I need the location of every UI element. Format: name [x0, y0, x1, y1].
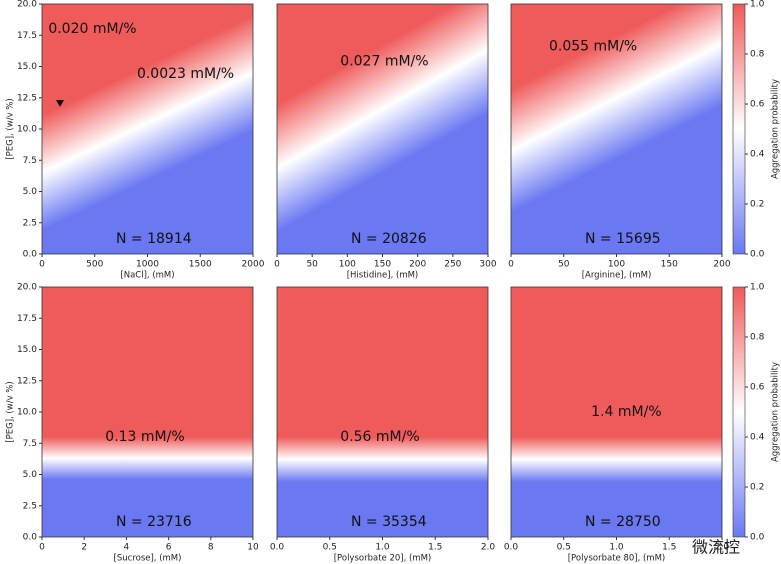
annotation: 0.027 mM/%	[340, 54, 428, 70]
x-tick-label: 1.5	[662, 543, 676, 553]
x-axis-label: [Histidine], (mM)	[347, 271, 419, 281]
x-tick-label: 4	[124, 543, 130, 553]
annotation: 0.055 mM/%	[549, 39, 637, 55]
colorbar	[732, 286, 746, 538]
y-tick-label: 0.0	[23, 250, 38, 260]
x-axis-label: [Sucrose], (mM)	[114, 554, 182, 564]
annotation: 0.0023 mM/%	[137, 66, 234, 82]
x-tick-label: 0.5	[557, 543, 571, 553]
heatmap	[277, 4, 488, 254]
x-tick-label: 50	[306, 260, 318, 270]
x-tick-label: 6	[166, 543, 172, 553]
colorbar-tick-label: 1.0	[750, 283, 765, 293]
y-tick-label: 5.0	[23, 187, 38, 197]
colorbar-tick-label: 0.2	[750, 200, 764, 210]
x-tick-label: 2.0	[481, 543, 496, 553]
y-tick-label: 15.0	[17, 345, 37, 355]
y-tick-label: 0.0	[23, 533, 38, 543]
heatmap	[42, 4, 253, 254]
colorbar	[732, 3, 746, 255]
x-tick-label: 2.0	[715, 543, 730, 553]
colorbar-tick-label: 0.8	[750, 333, 765, 343]
x-tick-label: 100	[608, 260, 625, 270]
x-tick-label: 300	[479, 260, 496, 270]
arrow-marker	[56, 100, 64, 107]
heatmap	[42, 287, 253, 537]
y-tick-label: 10.0	[17, 408, 37, 418]
colorbar-tick-label: 0.2	[750, 483, 764, 493]
y-tick-label: 12.5	[17, 93, 37, 103]
x-tick-label: 250	[444, 260, 461, 270]
y-tick-label: 12.5	[17, 376, 37, 386]
n-label: N = 18914	[116, 231, 192, 247]
colorbar-tick-label: 0.0	[750, 533, 765, 543]
n-label: N = 28750	[585, 514, 661, 530]
x-tick-label: 1500	[189, 260, 212, 270]
n-label: N = 15695	[585, 231, 661, 247]
x-axis-label: [Arginine], (mM)	[582, 271, 652, 281]
y-axis-label: [PEG], (w/v %)	[6, 381, 16, 442]
x-tick-label: 8	[208, 543, 214, 553]
x-tick-label: 150	[374, 260, 391, 270]
y-tick-label: 2.5	[23, 218, 37, 228]
x-axis-label: [Polysorbate 80], (mM)	[568, 554, 666, 564]
heatmap	[511, 287, 722, 537]
x-tick-label: 1.5	[428, 543, 442, 553]
x-tick-label: 0	[39, 260, 45, 270]
heatmap	[277, 287, 488, 537]
x-axis-label: [Polysorbate 20], (mM)	[334, 554, 432, 564]
colorbar-tick-label: 0.6	[750, 383, 765, 393]
x-tick-label: 100	[339, 260, 356, 270]
y-tick-label: 15.0	[17, 62, 37, 72]
x-tick-label: 0.0	[270, 543, 285, 553]
y-axis-label: [PEG], (w/v %)	[6, 98, 16, 159]
colorbar-label: Aggregation probability	[771, 362, 781, 462]
colorbar-label: Aggregation probability	[771, 79, 781, 179]
y-tick-label: 2.5	[23, 501, 37, 511]
annotation: 0.020 mM/%	[48, 21, 136, 37]
x-axis-label: [NaCl], (mM)	[120, 271, 174, 281]
y-tick-label: 7.5	[23, 156, 37, 166]
x-tick-label: 0.5	[323, 543, 337, 553]
colorbar-tick-label: 0.0	[750, 250, 765, 260]
annotation: 0.13 mM/%	[105, 429, 184, 445]
y-tick-label: 10.0	[17, 125, 37, 135]
x-tick-label: 2	[81, 543, 87, 553]
y-tick-label: 17.5	[17, 31, 37, 41]
annotation: 1.4 mM/%	[591, 404, 661, 420]
n-label: N = 23716	[116, 514, 192, 530]
y-tick-label: 20.0	[17, 283, 37, 293]
n-label: N = 20826	[351, 231, 427, 247]
x-tick-label: 0	[39, 543, 45, 553]
x-tick-label: 0.0	[504, 543, 519, 553]
annotation: 0.56 mM/%	[340, 429, 419, 445]
watermark: 微流控	[692, 538, 740, 557]
colorbar-tick-label: 1.0	[750, 0, 765, 10]
x-tick-label: 0	[508, 260, 514, 270]
x-tick-label: 0	[274, 260, 280, 270]
y-tick-label: 20.0	[17, 0, 37, 10]
colorbar-tick-label: 0.4	[750, 150, 765, 160]
x-tick-label: 50	[558, 260, 570, 270]
y-tick-label: 7.5	[23, 439, 37, 449]
colorbar-tick-label: 0.8	[750, 50, 765, 60]
x-tick-label: 150	[661, 260, 678, 270]
y-tick-label: 17.5	[17, 314, 37, 324]
x-tick-label: 500	[86, 260, 103, 270]
x-tick-label: 1.0	[609, 543, 624, 553]
colorbar-tick-label: 0.4	[750, 433, 765, 443]
n-label: N = 35354	[351, 514, 427, 530]
x-tick-label: 200	[409, 260, 426, 270]
x-tick-label: 10	[247, 543, 259, 553]
colorbar-tick-label: 0.6	[750, 100, 765, 110]
x-tick-label: 1000	[136, 260, 159, 270]
y-tick-label: 5.0	[23, 470, 38, 480]
x-tick-label: 2000	[242, 260, 265, 270]
x-tick-label: 1.0	[375, 543, 390, 553]
x-tick-label: 200	[713, 260, 730, 270]
heatmap	[511, 4, 722, 254]
